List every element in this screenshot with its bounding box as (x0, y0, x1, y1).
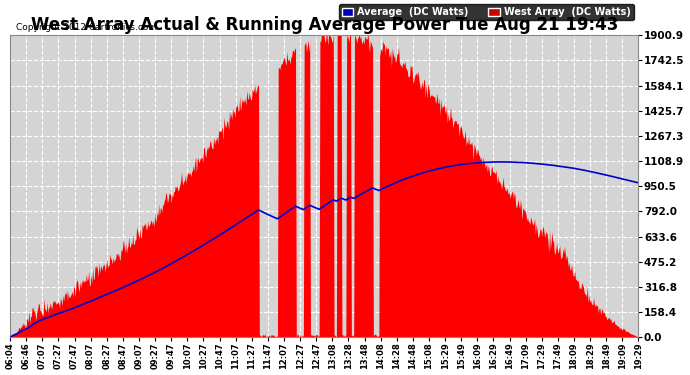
Title: West Array Actual & Running Average Power Tue Aug 21 19:43: West Array Actual & Running Average Powe… (30, 16, 618, 34)
Legend: Average  (DC Watts), West Array  (DC Watts): Average (DC Watts), West Array (DC Watts… (339, 4, 633, 20)
Text: Copyright 2012 Cartronics.com: Copyright 2012 Cartronics.com (17, 23, 157, 32)
